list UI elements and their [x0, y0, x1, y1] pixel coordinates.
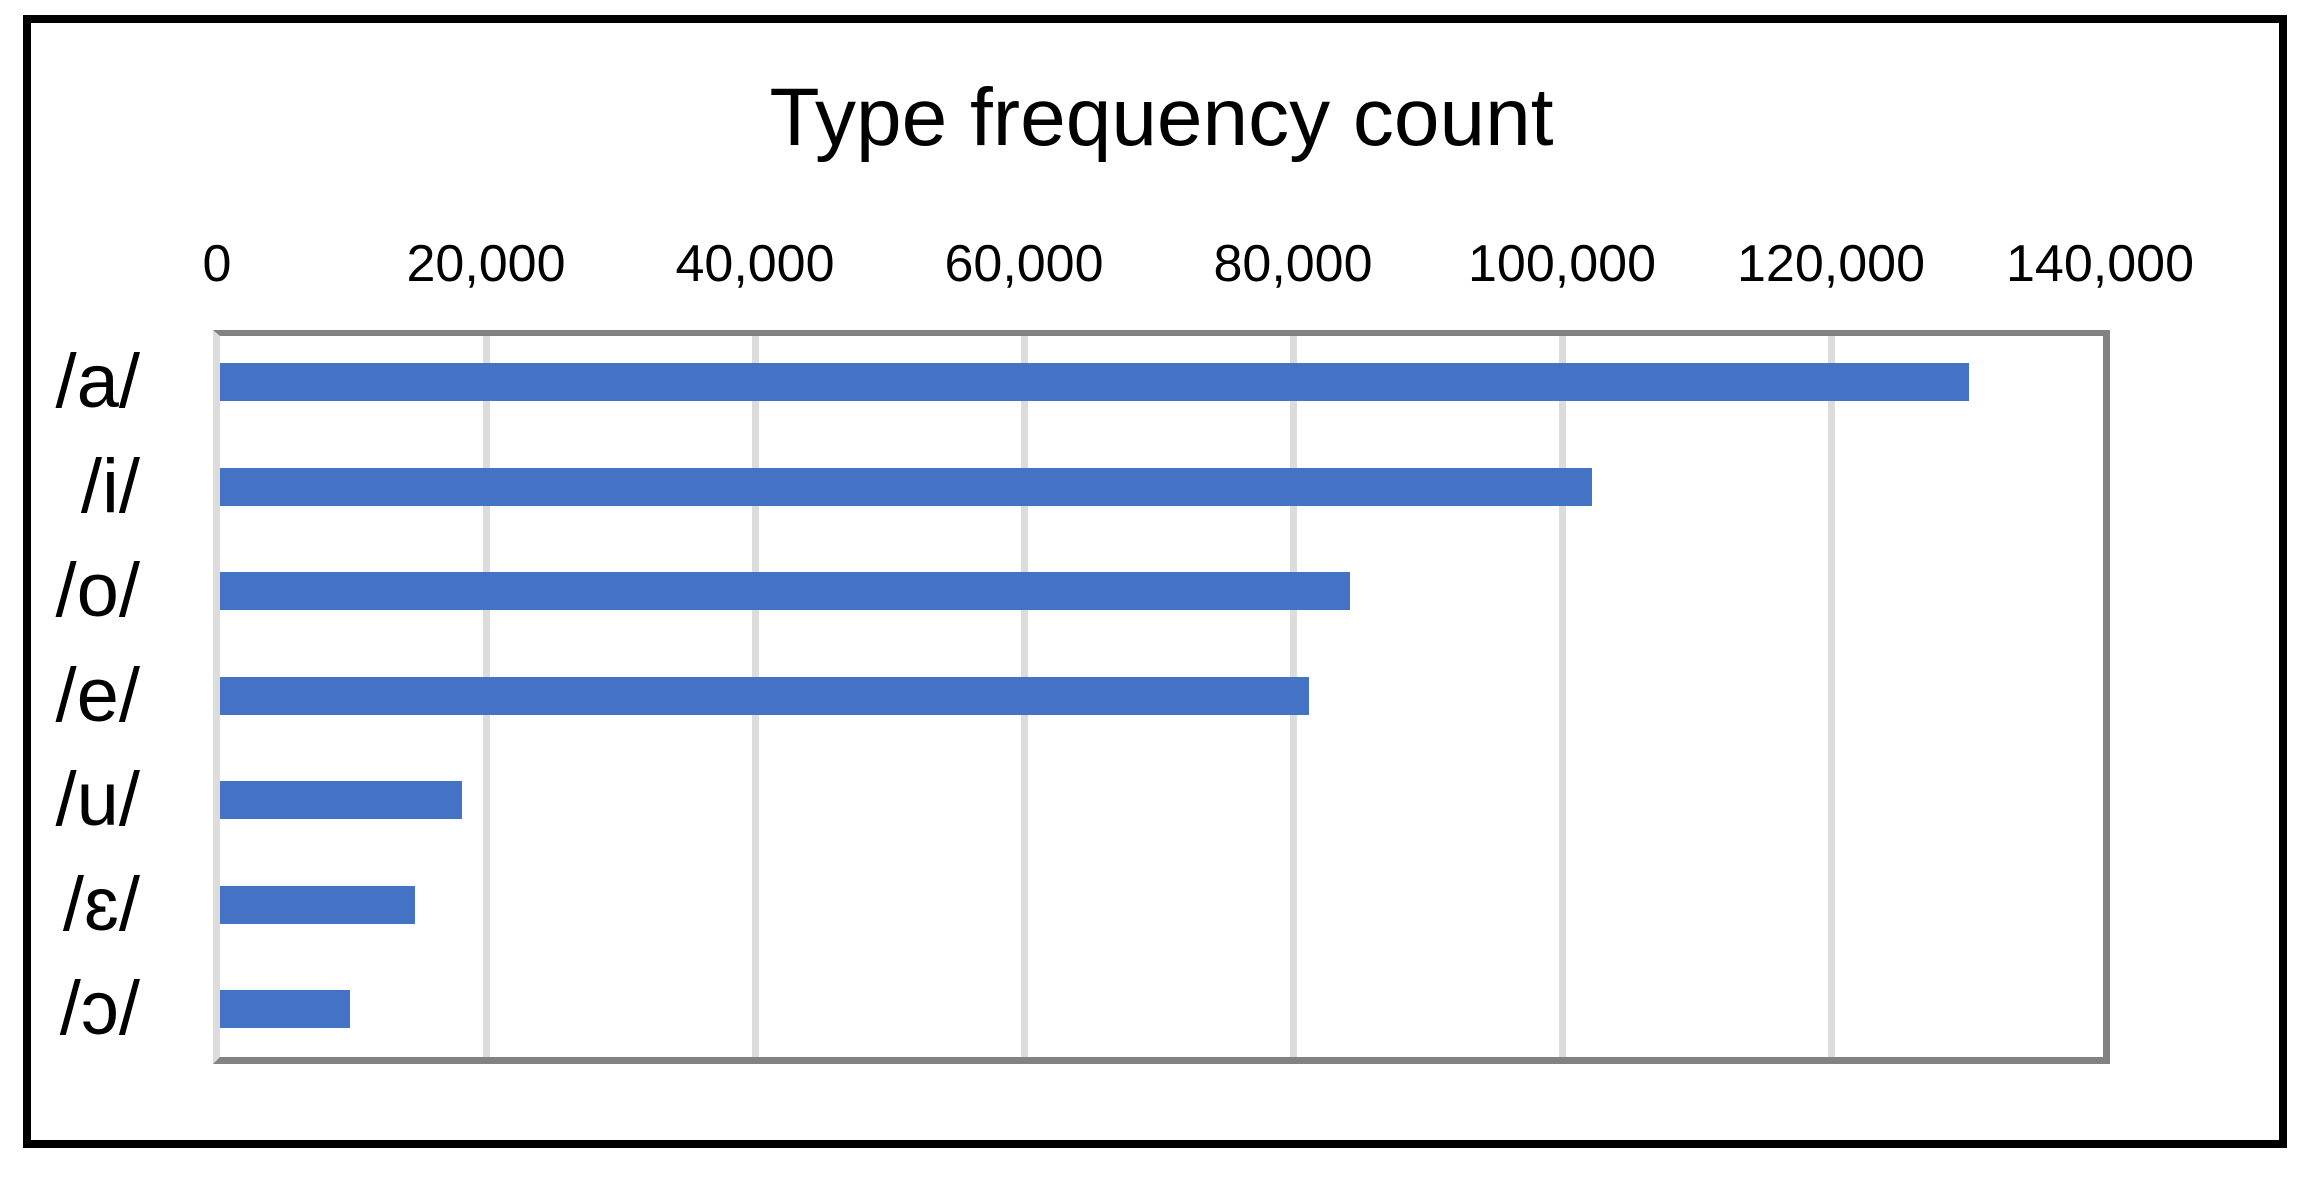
chart-title: Type frequency count — [769, 72, 1554, 163]
x-tick-label: 40,000 — [675, 235, 835, 293]
x-tick-label: 80,000 — [1213, 235, 1373, 293]
category-label: /u/ — [55, 757, 141, 842]
category-label: /e/ — [55, 653, 141, 738]
x-tick-label: 140,000 — [2006, 235, 2194, 293]
x-tick-label: 60,000 — [944, 235, 1104, 293]
x-axis: 0 20,000 40,000 60,000 80,000 100,000 120,000 1… — [0, 233, 2322, 295]
category-label: /a/ — [55, 339, 141, 424]
x-tick-label: 100,000 — [1468, 235, 1656, 293]
plot-inner — [220, 336, 2103, 1057]
x-tick-label: 20,000 — [406, 235, 566, 293]
bar-ɛ — [220, 886, 415, 924]
bar-o — [220, 572, 1350, 610]
x-tick-label: 120,000 — [1737, 235, 1925, 293]
gridline — [1558, 336, 1566, 1057]
bar-i — [220, 468, 1592, 506]
category-label: /o/ — [55, 548, 141, 633]
bar-a — [220, 363, 1969, 401]
category-label: /ɔ/ — [59, 966, 140, 1051]
x-tick-label: 0 — [202, 235, 232, 293]
gridline — [1827, 336, 1835, 1057]
bar-u — [220, 781, 462, 819]
bar-e — [220, 677, 1309, 715]
y-axis-category-labels: /a/ /i/ /o/ /e/ /u/ /ɛ/ /ɔ/ — [23, 0, 141, 1179]
category-label: /ɛ/ — [62, 862, 140, 947]
category-label: /i/ — [80, 444, 140, 529]
bar-ɔ — [220, 990, 350, 1028]
plot-area — [213, 330, 2110, 1064]
